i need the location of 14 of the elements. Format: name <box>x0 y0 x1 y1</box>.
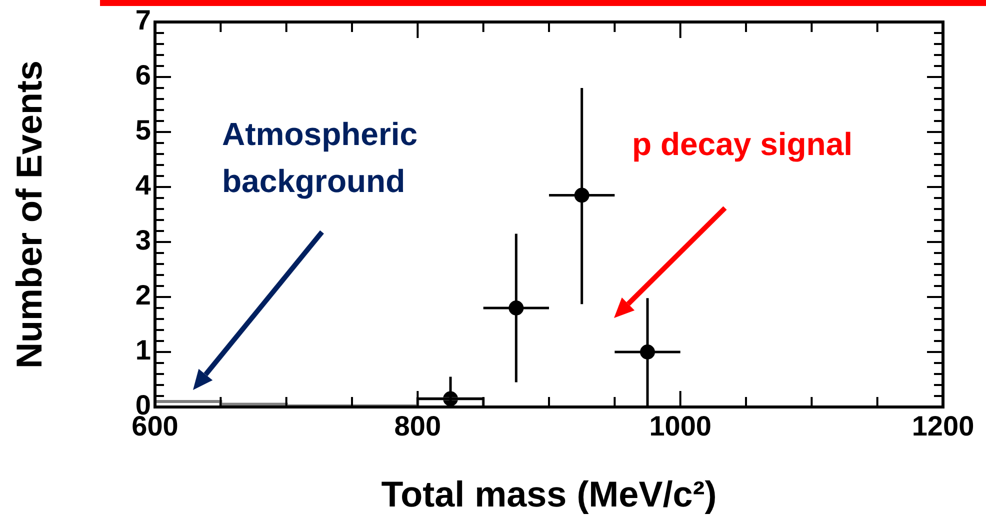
y-axis-title: Number of Events <box>8 60 50 369</box>
x-tick-label: 1000 <box>649 410 712 442</box>
y-tick-label: 2 <box>135 280 151 311</box>
annotation: p decay signal <box>632 126 853 162</box>
annotation: Atmospheric background <box>222 116 418 199</box>
y-tick-label: 4 <box>135 170 152 201</box>
y-tick-label: 6 <box>135 60 151 91</box>
x-tick-label: 1200 <box>912 410 974 442</box>
x-tick-label: 800 <box>394 410 442 442</box>
y-tick-label: 3 <box>135 224 151 256</box>
y-tick-label: 7 <box>135 4 151 36</box>
y-tick-label: 1 <box>135 334 151 366</box>
y-tick-label: 5 <box>135 114 151 146</box>
x-axis-title: Total mass (MeV/c²) <box>381 473 717 514</box>
